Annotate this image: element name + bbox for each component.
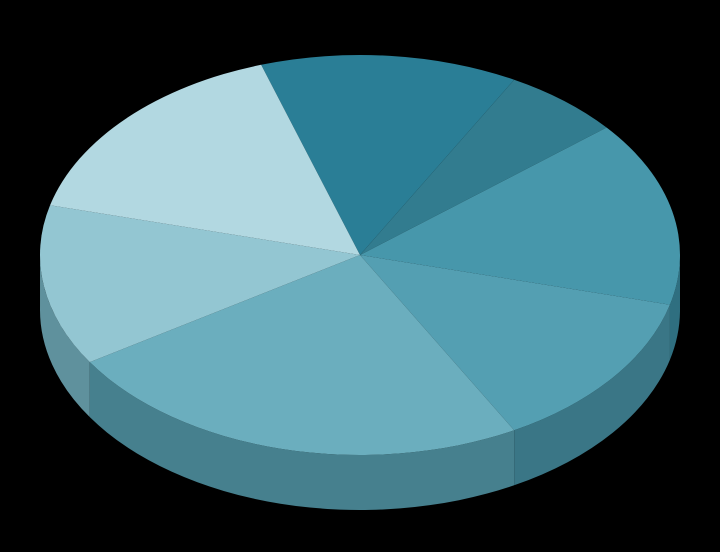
pie-chart-3d — [0, 0, 720, 552]
chart-container — [0, 0, 720, 552]
